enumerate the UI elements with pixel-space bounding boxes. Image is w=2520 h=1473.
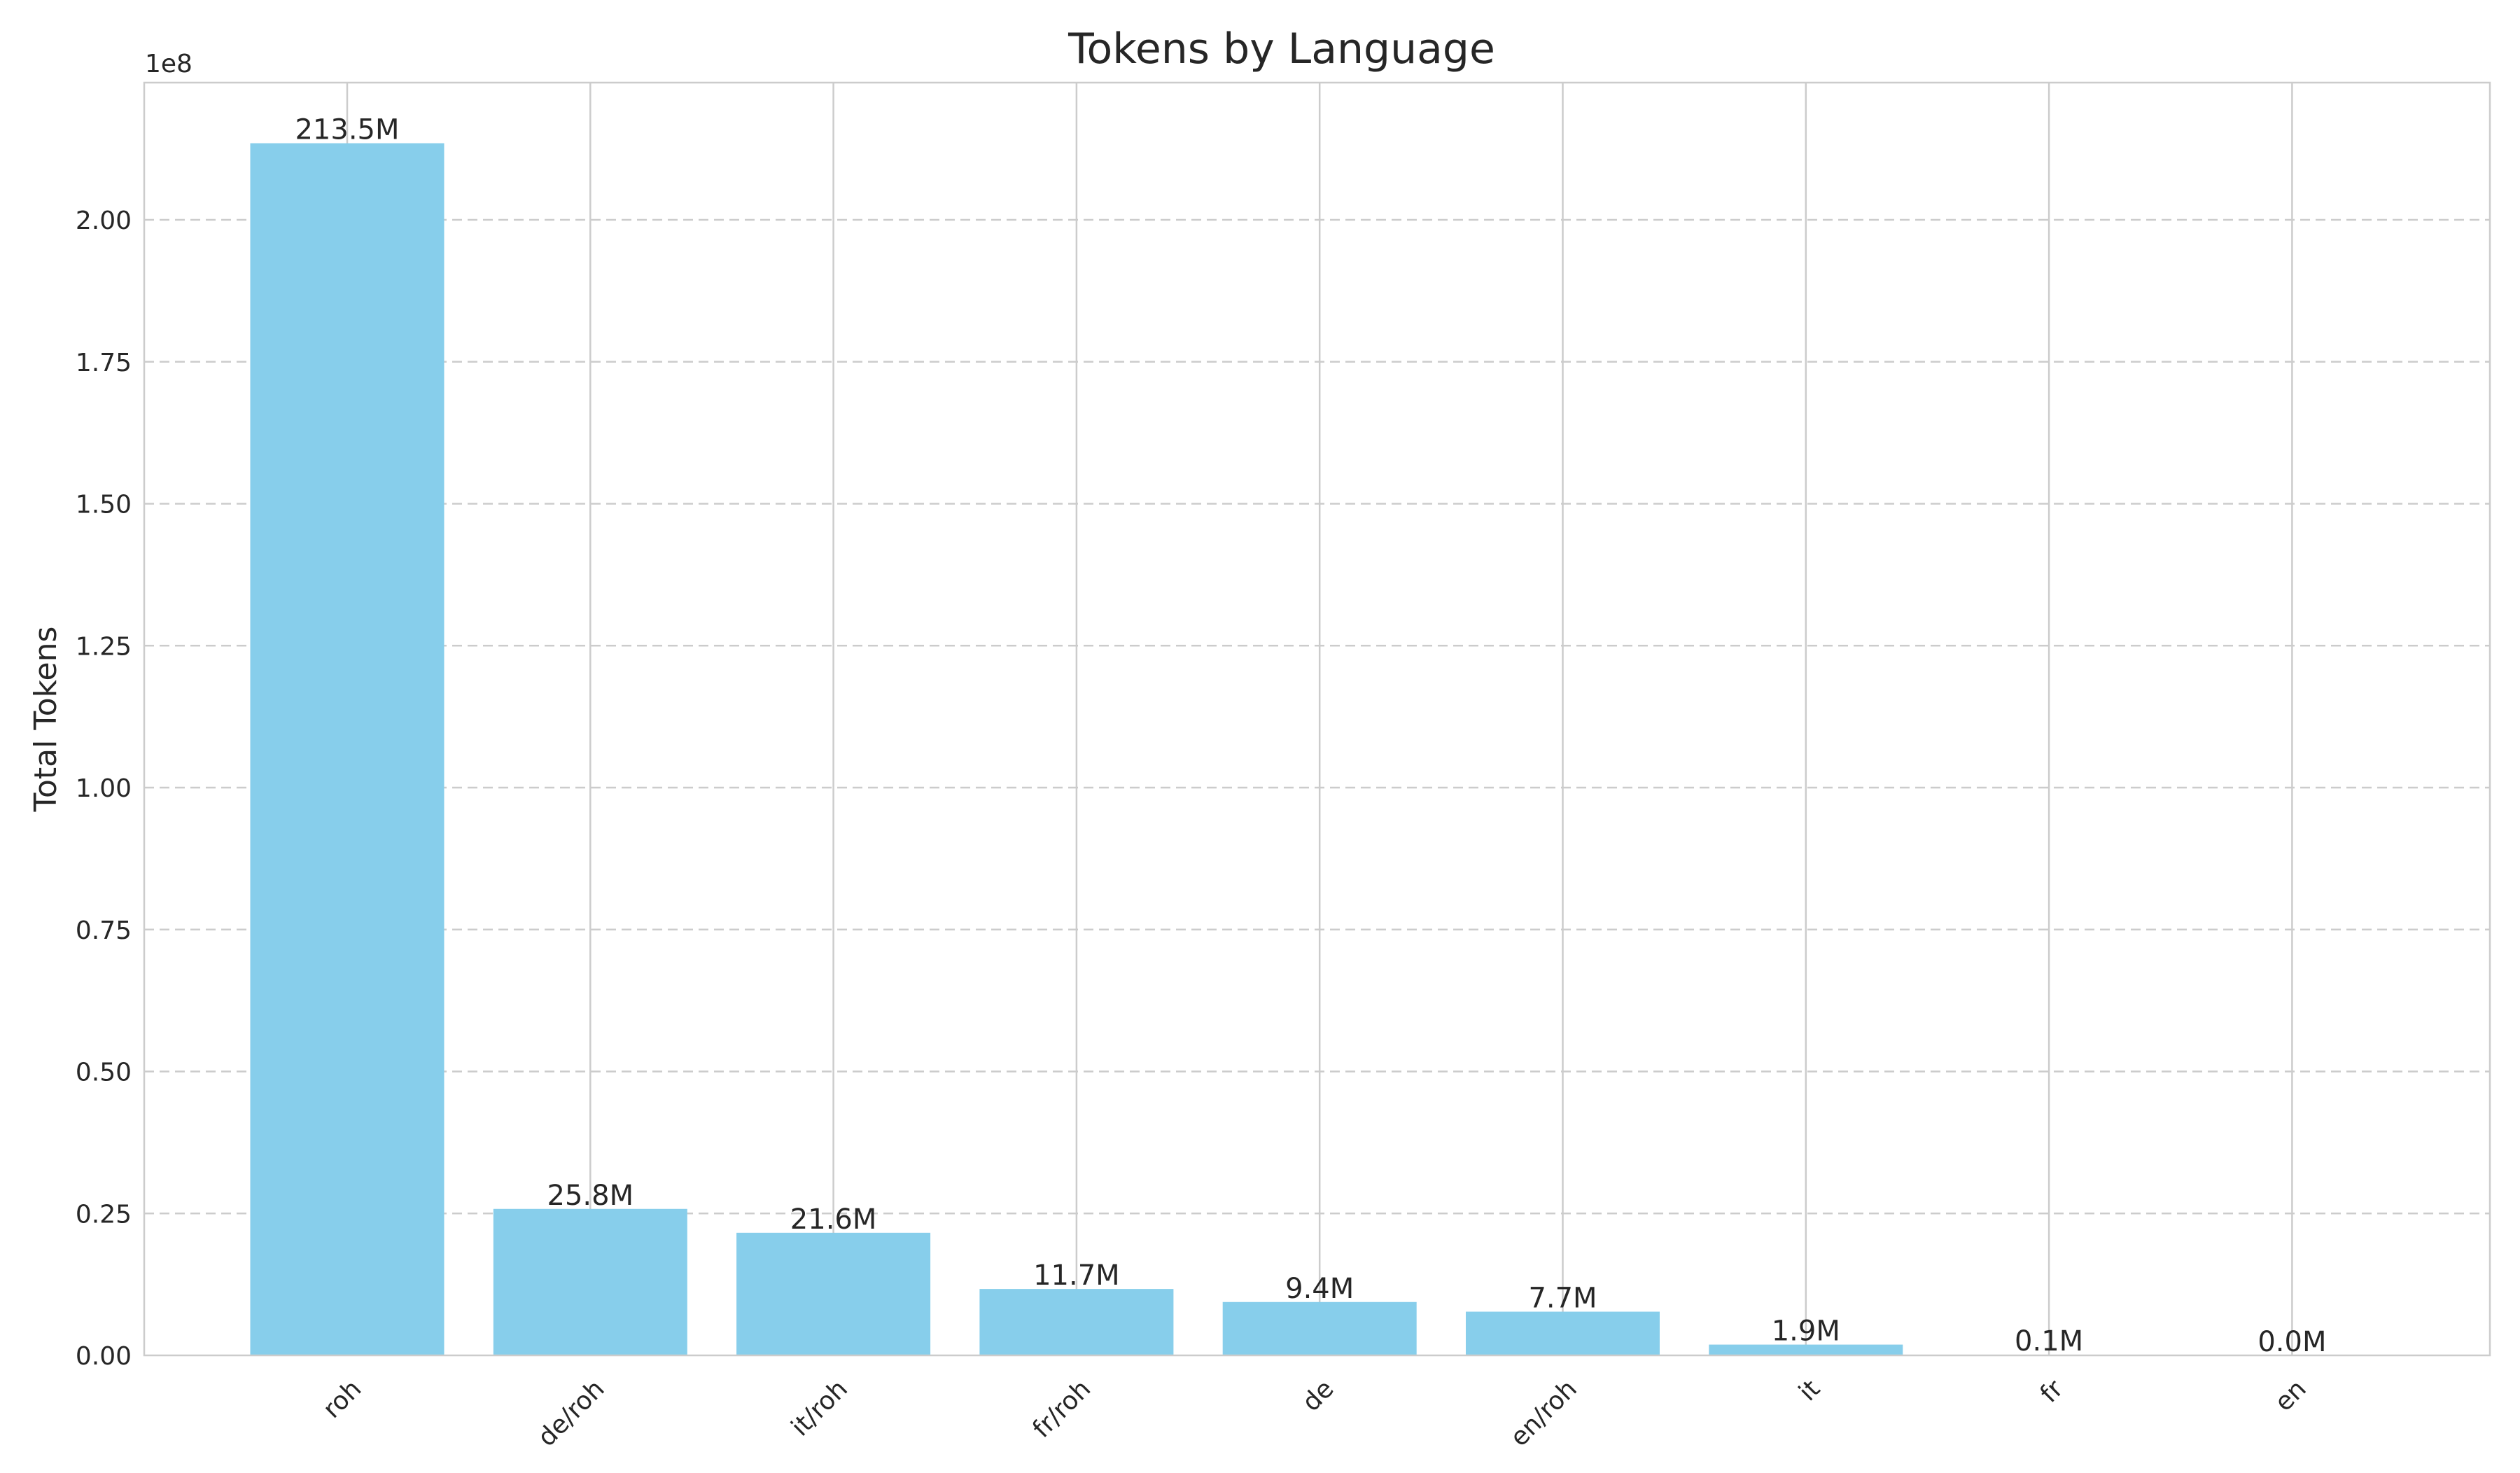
y-tick-label: 0.75 (76, 916, 132, 945)
x-tick-label: roh (318, 1374, 368, 1424)
bar-value-label: 21.6M (790, 1203, 877, 1236)
x-tick-label: en (2269, 1374, 2312, 1417)
y-axis-label: Total Tokens (28, 627, 64, 813)
bar (1466, 1311, 1660, 1355)
bar (250, 143, 444, 1356)
y-axis-offset-label: 1e8 (145, 50, 192, 78)
bar (493, 1208, 687, 1355)
x-tick-label: fr (2035, 1374, 2069, 1409)
bar (1222, 1301, 1417, 1355)
bar-value-label: 1.9M (1772, 1315, 1840, 1348)
bar-value-label: 213.5M (295, 114, 399, 146)
x-tick-label: it (1793, 1374, 1826, 1406)
bars (250, 143, 2146, 1356)
y-tick-label: 0.25 (76, 1200, 132, 1229)
plot-frame (143, 81, 2491, 1357)
bar-value-label: 0.0M (2258, 1326, 2326, 1358)
y-tick-label: 1.50 (76, 491, 132, 519)
bar (979, 1289, 1174, 1355)
bar (1709, 1344, 1903, 1355)
x-tick-label: fr/roh (1028, 1374, 1097, 1444)
x-tick-label: it/roh (786, 1374, 853, 1441)
y-tick-label: 0.00 (76, 1342, 132, 1371)
bar-value-label: 9.4M (1285, 1273, 1354, 1305)
y-tick-label: 1.75 (76, 349, 132, 377)
bar-value-label: 0.1M (2015, 1325, 2083, 1357)
bar-value-label: 7.7M (1528, 1283, 1597, 1315)
chart-title: Tokens by Language (1068, 25, 1495, 74)
data-labels: 213.5M 25.8M 21.6M 11.7M 9.4M 7.7M 1.9M 0.1M 0.0… (295, 114, 2326, 1358)
y-tick-label: 1.00 (76, 774, 132, 803)
x-tick-label: de (1297, 1374, 1340, 1417)
x-tick-label: en/roh (1505, 1374, 1583, 1452)
y-tick-label: 0.50 (76, 1059, 132, 1087)
x-tick-label: de/roh (533, 1374, 610, 1452)
bar-value-label: 25.8M (547, 1180, 634, 1212)
y-tick-label: 1.25 (76, 632, 132, 661)
bar-value-label: 11.7M (1033, 1259, 1120, 1292)
bar (736, 1232, 931, 1355)
grid-lines (144, 83, 2490, 1355)
y-tick-label: 2.00 (76, 207, 132, 235)
